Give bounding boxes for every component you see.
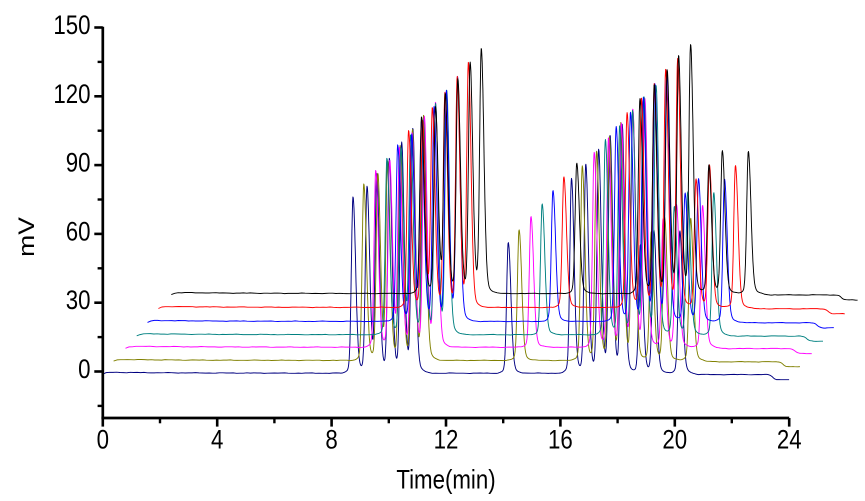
svg-text:12: 12: [434, 426, 459, 455]
svg-text:120: 120: [53, 80, 90, 109]
svg-text:24: 24: [777, 426, 802, 455]
svg-text:60: 60: [66, 218, 91, 247]
svg-text:20: 20: [662, 426, 687, 455]
svg-text:0: 0: [78, 355, 90, 384]
svg-text:0: 0: [97, 426, 109, 455]
svg-text:Time(min): Time(min): [396, 466, 495, 495]
svg-text:mV: mV: [15, 216, 40, 256]
svg-text:4: 4: [211, 426, 223, 455]
svg-text:16: 16: [548, 426, 573, 455]
svg-text:90: 90: [66, 149, 91, 178]
svg-text:150: 150: [53, 11, 90, 40]
svg-text:30: 30: [66, 286, 91, 315]
svg-text:8: 8: [325, 426, 337, 455]
